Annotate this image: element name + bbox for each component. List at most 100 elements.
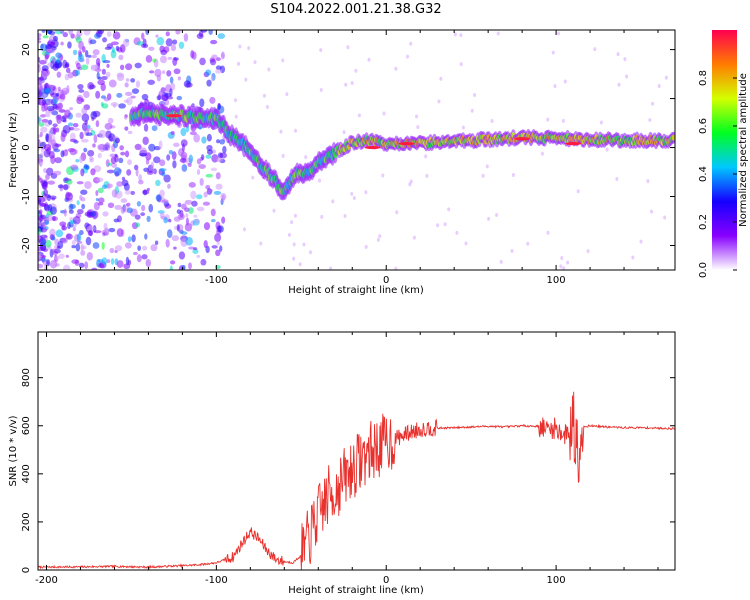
spectrogram-noise-cell: [111, 162, 118, 168]
spectrogram-noise-cell: [55, 255, 60, 261]
spectrogram-noise-cell: [208, 30, 213, 35]
spectrogram-noise-cell: [93, 201, 100, 211]
spectrogram-x-tick-label: 100: [547, 275, 566, 286]
snr-x-tick-label: 100: [547, 575, 566, 586]
spectrogram-noise-cell: [108, 79, 117, 88]
spectrogram-noise-cell: [55, 92, 60, 97]
spectrogram-noise-cell: [151, 125, 158, 132]
spectrogram-noise-cell: [54, 143, 62, 147]
spectrogram-noise-cell: [159, 168, 167, 172]
spectrogram-noise-cell: [196, 194, 203, 200]
spectrogram-noise-cell: [176, 224, 180, 232]
spectrogram-noise-cell: [63, 90, 68, 96]
colorbar-ticks: 0.0 0.2 0.4 0.6 0.8: [698, 70, 737, 278]
spectrogram-peak-cell: [165, 114, 182, 118]
spectrogram-noise-cell: [124, 115, 128, 120]
spectrogram-noise-cell: [42, 35, 49, 39]
spectrogram-noise-cell: [196, 206, 205, 212]
spectrogram-noise-cell: [141, 93, 149, 101]
spectrogram-noise-cell: [160, 55, 167, 64]
spectrogram-noise-cell: [77, 83, 84, 90]
spectrogram-y-tick-label: 0: [21, 144, 32, 150]
spectrogram-noise-cell: [436, 223, 440, 228]
spectrogram-noise-cell: [367, 57, 371, 62]
spectrogram-noise-cell: [71, 239, 76, 246]
spectrogram-noise-cell: [76, 200, 80, 206]
spectrogram-noise-cell: [38, 122, 45, 127]
spectrogram-noise-cell: [64, 63, 70, 69]
spectrogram-noise-cell: [109, 153, 116, 158]
spectrogram-noise-cell: [319, 88, 323, 93]
spectrogram-noise-cell: [96, 177, 104, 183]
spectrogram-noise-cell: [234, 98, 238, 103]
spectrogram-noise-cell: [38, 40, 42, 44]
spectrogram-noise-cell: [126, 207, 133, 214]
spectrogram-noise-cell: [221, 216, 226, 224]
spectrogram-noise-cell: [50, 155, 56, 165]
spectrogram-noise-cell: [46, 30, 53, 35]
spectrogram-noise-cell: [294, 128, 298, 133]
spectrogram-noise-cell: [92, 49, 100, 56]
spectrogram-noise-cell: [650, 209, 654, 214]
spectrogram-noise-cell: [68, 30, 73, 35]
spectrogram-noise-cell: [124, 82, 129, 88]
spectrogram-noise-cell: [125, 256, 130, 266]
spectrogram-noise-cell: [161, 171, 166, 177]
spectrogram-noise-cell: [106, 259, 111, 264]
spectrogram-noise-cell: [551, 50, 555, 55]
spectrogram-frame: [37, 29, 676, 271]
spectrogram-noise-cell: [664, 75, 668, 80]
spectrogram-noise-cell: [43, 143, 52, 152]
spectrogram-noise-cell: [447, 207, 451, 212]
spectrogram-noise-cell: [320, 214, 324, 219]
spectrogram-noise-cell: [107, 202, 115, 209]
spectrogram-noise-cell: [63, 208, 67, 217]
spectrogram-noise-cell: [559, 264, 563, 269]
spectrogram-noise-cell: [65, 179, 73, 185]
spectrogram-noise-cell: [461, 125, 465, 130]
spectrogram-noise-cell: [121, 179, 129, 187]
spectrogram-noise-cell: [108, 133, 116, 142]
spectrogram-noise-cell: [39, 209, 43, 215]
spectrogram-noise-cell: [124, 126, 129, 131]
spectrogram-noise-cell: [127, 236, 132, 243]
spectrogram-noise-cell: [149, 70, 155, 74]
spectrogram-noise-cell: [253, 60, 257, 65]
spectrogram-noise-cell: [168, 150, 174, 155]
snr-x-tick-label: 0: [383, 575, 389, 586]
spectrogram-noise-cell: [78, 262, 85, 268]
spectrogram-noise-cell: [95, 190, 99, 196]
spectrogram-noise-cell: [267, 67, 271, 72]
spectrogram-noise-cell: [77, 53, 84, 62]
spectrogram-noise-cell: [201, 154, 205, 161]
spectrogram-noise-cell: [352, 196, 356, 201]
spectrogram-noise-cell: [158, 140, 163, 150]
spectrogram-noise-cell: [164, 203, 172, 209]
spectrogram-noise-cell: [86, 225, 95, 231]
spectrogram-noise-cell: [219, 245, 223, 252]
spectrogram-noise-cell: [67, 71, 74, 79]
spectrogram-noise-cell: [177, 202, 182, 208]
spectrogram-noise-cell: [45, 133, 49, 143]
spectrogram-noise-cell: [118, 103, 126, 109]
spectrogram-noise-cell: [120, 198, 128, 203]
spectrogram-noise-cell: [114, 204, 123, 210]
spectrogram-noise-cell: [106, 169, 115, 174]
spectrogram-noise-cell: [193, 133, 200, 143]
spectrogram-noise-cell: [47, 62, 54, 67]
spectrogram-noise-cell: [97, 30, 104, 35]
spectrogram-noise-cell: [287, 232, 291, 237]
spectrogram-noise-cell: [42, 167, 47, 174]
spectrogram-noise-cell: [166, 229, 173, 239]
spectrogram-noise-cell: [38, 97, 41, 105]
spectrogram-noise-cell: [55, 52, 62, 59]
spectrogram-noise-cell: [45, 173, 49, 181]
spectrogram-noise-cell: [154, 240, 159, 245]
spectrogram-noise-cell: [52, 126, 57, 135]
spectrogram-noise-cell: [81, 113, 90, 122]
spectrogram-noise-cell: [481, 173, 485, 178]
spectrogram-noise-cell: [71, 245, 77, 249]
spectrogram-noise-cell: [495, 212, 499, 217]
spectrogram-noise-cell: [172, 160, 177, 169]
